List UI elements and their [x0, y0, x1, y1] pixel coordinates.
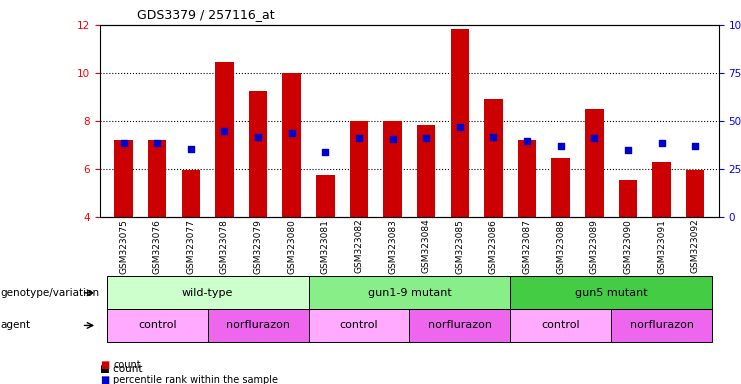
- Text: GSM323082: GSM323082: [354, 219, 364, 273]
- Text: gun5 mutant: gun5 mutant: [575, 288, 648, 298]
- Bar: [249, 91, 268, 217]
- Text: control: control: [542, 320, 580, 331]
- Bar: [686, 170, 705, 217]
- Point: [353, 135, 365, 141]
- Text: GSM323091: GSM323091: [657, 219, 666, 274]
- Text: GSM323083: GSM323083: [388, 219, 397, 274]
- Point: [286, 130, 298, 136]
- Bar: [551, 158, 570, 217]
- Bar: [148, 140, 167, 217]
- Text: GSM323084: GSM323084: [422, 219, 431, 273]
- Text: GSM323076: GSM323076: [153, 219, 162, 274]
- Text: GSM323090: GSM323090: [623, 219, 633, 274]
- Bar: [316, 175, 335, 217]
- Point: [454, 124, 466, 130]
- Text: GSM323089: GSM323089: [590, 219, 599, 274]
- Text: ■: ■: [100, 375, 109, 384]
- Text: GSM323080: GSM323080: [288, 219, 296, 274]
- Point: [622, 147, 634, 153]
- Point: [387, 136, 399, 142]
- Bar: [383, 121, 402, 217]
- Bar: [282, 73, 301, 217]
- Point: [420, 135, 432, 141]
- Point: [118, 139, 130, 146]
- Bar: [451, 28, 469, 217]
- Text: GSM323081: GSM323081: [321, 219, 330, 274]
- Text: genotype/variation: genotype/variation: [1, 288, 100, 298]
- FancyBboxPatch shape: [511, 276, 712, 309]
- Point: [219, 127, 230, 134]
- Text: ■: ■: [100, 360, 109, 370]
- Text: control: control: [138, 320, 176, 331]
- Bar: [652, 162, 671, 217]
- Point: [588, 135, 600, 141]
- Bar: [518, 140, 536, 217]
- Text: GSM323077: GSM323077: [186, 219, 196, 274]
- Text: control: control: [339, 320, 378, 331]
- FancyBboxPatch shape: [107, 309, 207, 342]
- Text: norflurazon: norflurazon: [630, 320, 694, 331]
- Text: GSM323086: GSM323086: [489, 219, 498, 274]
- Bar: [585, 109, 604, 217]
- Text: wild-type: wild-type: [182, 288, 233, 298]
- Point: [151, 139, 163, 146]
- FancyBboxPatch shape: [308, 309, 409, 342]
- Text: GSM323092: GSM323092: [691, 219, 700, 273]
- Text: norflurazon: norflurazon: [428, 320, 492, 331]
- Bar: [484, 99, 502, 217]
- Point: [555, 143, 567, 149]
- Point: [319, 149, 331, 155]
- Text: GSM323075: GSM323075: [119, 219, 128, 274]
- Point: [488, 134, 499, 140]
- FancyBboxPatch shape: [107, 276, 308, 309]
- Point: [185, 146, 197, 152]
- Text: norflurazon: norflurazon: [226, 320, 290, 331]
- Text: GSM323085: GSM323085: [455, 219, 465, 274]
- FancyBboxPatch shape: [409, 309, 511, 342]
- Text: GSM323078: GSM323078: [220, 219, 229, 274]
- Text: ■ count: ■ count: [100, 364, 142, 374]
- FancyBboxPatch shape: [308, 276, 511, 309]
- Point: [252, 134, 264, 140]
- Text: GSM323079: GSM323079: [253, 219, 262, 274]
- Text: gun1-9 mutant: gun1-9 mutant: [368, 288, 451, 298]
- FancyBboxPatch shape: [207, 309, 308, 342]
- Text: GSM323087: GSM323087: [522, 219, 531, 274]
- Text: agent: agent: [1, 320, 31, 331]
- Text: percentile rank within the sample: percentile rank within the sample: [113, 375, 279, 384]
- Text: count: count: [113, 360, 141, 370]
- Bar: [619, 180, 637, 217]
- Bar: [350, 121, 368, 217]
- Text: GDS3379 / 257116_at: GDS3379 / 257116_at: [137, 8, 275, 21]
- FancyBboxPatch shape: [611, 309, 712, 342]
- Point: [656, 139, 668, 146]
- Text: GSM323088: GSM323088: [556, 219, 565, 274]
- Bar: [417, 124, 436, 217]
- Bar: [215, 62, 233, 217]
- Bar: [182, 170, 200, 217]
- Point: [521, 138, 533, 144]
- Bar: [114, 140, 133, 217]
- Point: [689, 143, 701, 149]
- FancyBboxPatch shape: [511, 309, 611, 342]
